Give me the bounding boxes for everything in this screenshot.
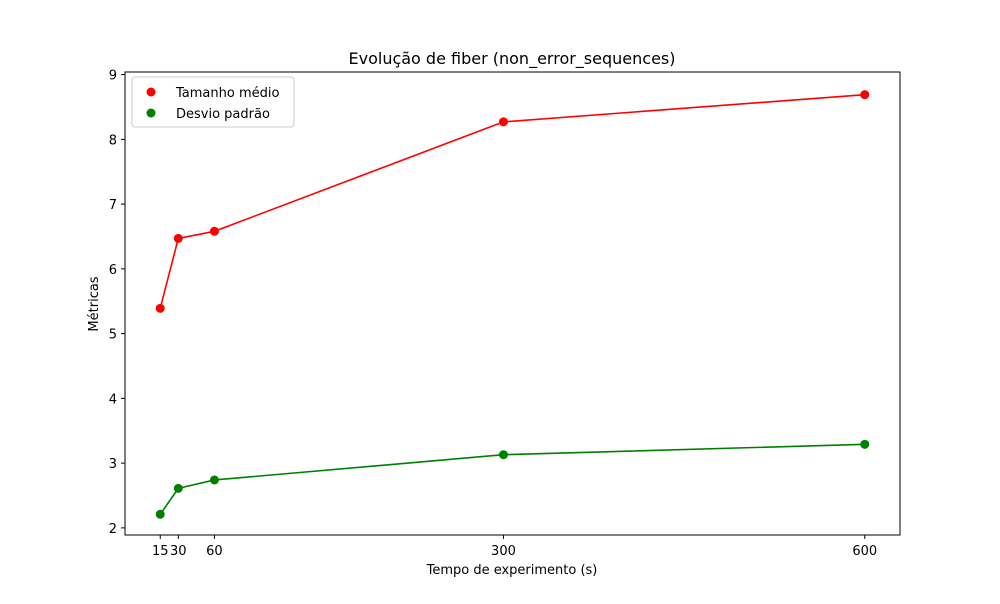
series-layer	[155, 90, 870, 519]
y-tick-label: 3	[109, 457, 117, 472]
legend-label-tamanho-medio: Tamanho médio	[175, 86, 279, 101]
x-tick-label: 600	[852, 544, 877, 559]
x-tick-label: 15	[152, 544, 169, 559]
y-tick-label: 8	[109, 133, 117, 148]
y-axis-label: Métricas	[87, 276, 102, 331]
chart-title: Evolução de fiber (non_error_sequences)	[349, 49, 676, 69]
y-tick-label: 4	[109, 392, 117, 407]
legend-box	[131, 76, 295, 128]
data-point-desvio-padrao	[860, 439, 870, 449]
plot-frame	[124, 71, 901, 536]
data-point-tamanho-medio	[209, 226, 219, 236]
data-point-tamanho-medio	[155, 303, 165, 313]
y-tick-label: 2	[109, 522, 117, 537]
data-point-tamanho-medio	[498, 117, 508, 127]
data-point-desvio-padrao	[498, 450, 508, 460]
legend-marker-desvio-padrao	[146, 108, 156, 118]
x-axis: 15 30 60 300 600	[152, 535, 877, 559]
x-tick-label: 60	[206, 544, 223, 559]
y-axis: 2 3 4 5 6 7 8 9	[109, 69, 125, 537]
x-tick-label: 300	[491, 544, 516, 559]
data-point-desvio-padrao	[155, 509, 165, 519]
x-tick-label: 30	[170, 544, 187, 559]
data-point-desvio-padrao	[209, 475, 219, 485]
x-axis-label: Tempo de experimento (s)	[426, 563, 598, 578]
y-tick-label: 5	[109, 328, 117, 343]
legend-marker-tamanho-medio	[146, 87, 156, 97]
y-tick-label: 7	[109, 198, 117, 213]
plot-area: 15 30 60 300 600 2 3 4 5 6 7 8 9	[109, 69, 901, 559]
data-point-tamanho-medio	[860, 90, 870, 100]
y-tick-label: 9	[109, 69, 117, 84]
legend: Tamanho médio Desvio padrão	[131, 76, 295, 128]
data-point-tamanho-medio	[173, 233, 183, 243]
legend-label-desvio-padrao: Desvio padrão	[176, 107, 270, 122]
y-tick-label: 6	[109, 263, 117, 278]
data-point-desvio-padrao	[173, 483, 183, 493]
